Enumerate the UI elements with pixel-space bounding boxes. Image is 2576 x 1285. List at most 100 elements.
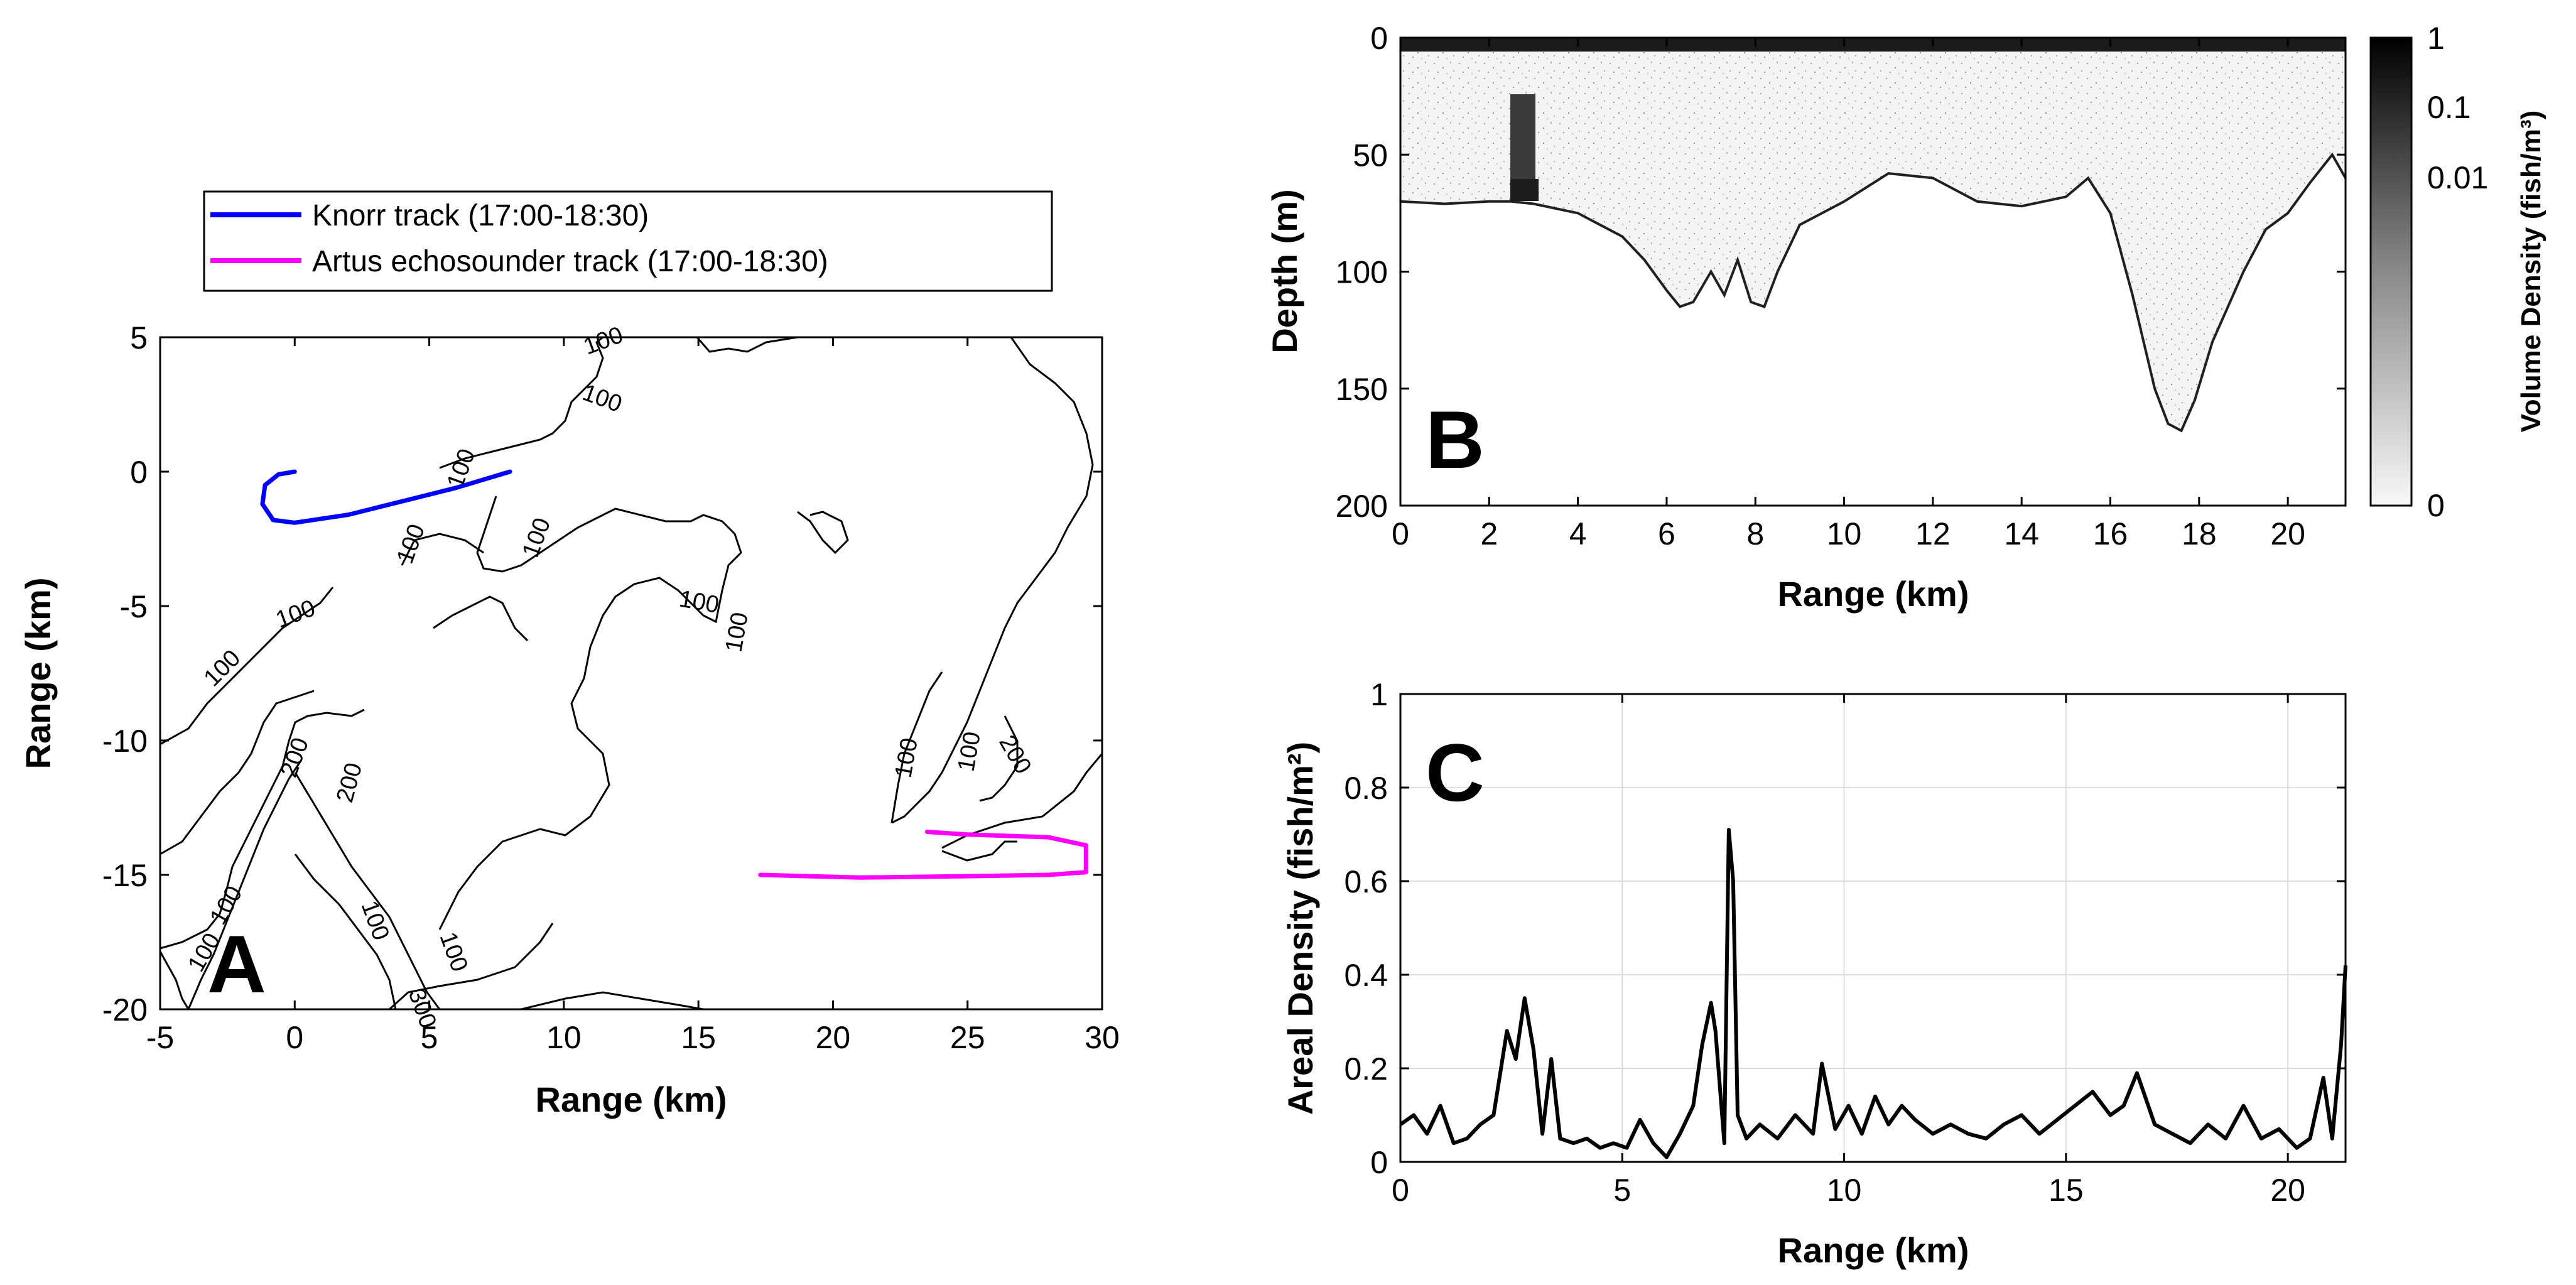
contour-line <box>476 496 742 837</box>
panel-b-fish-school-core <box>1510 179 1539 201</box>
panel-a-x-label: Range (km) <box>536 1080 727 1119</box>
panel-b-x-label: Range (km) <box>1778 574 1969 614</box>
contour-line <box>941 840 1017 862</box>
panel-b-x-tick-label: 2 <box>1480 516 1498 551</box>
panel-c-y-tick-label: 0.8 <box>1344 771 1388 806</box>
panel-c-y-tick-label: 0.4 <box>1344 958 1388 993</box>
contour-line <box>890 671 943 823</box>
panel-a-x-tick-label: -5 <box>146 1020 174 1055</box>
contour-line <box>696 336 798 353</box>
panel-a-legend: Knorr track (17:00-18:30) Artus echosoun… <box>203 190 1053 292</box>
panel-c-x-tick-label: 15 <box>2048 1173 2084 1208</box>
panel-a: 100 100 100 100 100 100 100 100 100 100 … <box>18 190 1120 1119</box>
contour-line <box>438 828 541 930</box>
panel-c-letter: C <box>1426 727 1485 818</box>
panel-c-axes-box <box>1399 693 2347 1163</box>
panel-a-x-tick-label: 15 <box>681 1020 716 1055</box>
panel-b-x-ticks: 0 2 4 6 8 10 12 14 16 18 20 <box>1392 38 2305 551</box>
panel-c-x-tick-label: 5 <box>1613 1173 1631 1208</box>
contour-line <box>979 715 1019 802</box>
contour-line <box>159 951 190 1010</box>
panel-b-x-tick-label: 8 <box>1746 516 1764 551</box>
contour-line <box>439 336 604 469</box>
panel-a-y-tick-label: -15 <box>102 858 148 893</box>
contour-line <box>160 587 334 746</box>
panel-a-x-tick-label: 10 <box>546 1020 582 1055</box>
panel-a-contours <box>159 336 1103 1011</box>
panel-b-surface-band <box>1400 38 2346 52</box>
colorbar-gradient <box>2369 36 2413 507</box>
panel-b-x-tick-label: 14 <box>2004 516 2039 551</box>
contour-line <box>160 708 365 950</box>
panel-a-x-ticks: -5 0 5 10 15 20 25 30 <box>146 337 1120 1055</box>
panel-b-x-tick-label: 10 <box>1827 516 1862 551</box>
panel-c-y-label: Areal Density (fish/m²) <box>1280 742 1320 1115</box>
panel-c-x-label: Range (km) <box>1778 1230 1969 1270</box>
panel-c: 0 5 10 15 20 1 0.8 0.6 0.4 0.2 0 Range (km) Areal… <box>1280 677 2347 1270</box>
legend-label-knorr: Knorr track (17:00-18:30) <box>312 199 649 232</box>
panel-c-x-tick-label: 10 <box>1827 1173 1862 1208</box>
contour-line <box>521 991 704 1011</box>
colorbar-tick: 0 <box>2427 488 2445 523</box>
panel-a-x-tick-label: 30 <box>1085 1020 1120 1055</box>
contour-line <box>388 923 554 1011</box>
panel-b-x-tick-label: 6 <box>1658 516 1675 551</box>
panel-b-y-tick-label: 150 <box>1336 372 1388 407</box>
panel-b-x-tick-label: 18 <box>2182 516 2217 551</box>
panel-a-x-tick-label: 0 <box>286 1020 303 1055</box>
panel-a-plot-area <box>160 337 1102 1009</box>
panel-a-letter: A <box>207 918 266 1010</box>
panel-c-y-ticks: 1 0.8 0.6 0.4 0.2 0 <box>1344 677 2346 1180</box>
panel-b-seafloor-line <box>1400 152 2347 433</box>
panel-a-y-tick-label: -5 <box>120 589 148 624</box>
panel-a-axes-box <box>159 336 1103 1011</box>
contour-line <box>797 511 849 555</box>
panel-b-x-tick-label: 16 <box>2093 516 2128 551</box>
panel-c-y-tick-label: 0 <box>1370 1145 1388 1180</box>
panel-c-x-ticks: 0 5 10 15 20 <box>1392 694 2305 1208</box>
contour-line <box>160 690 315 855</box>
panel-a-x-tick-label: 25 <box>950 1020 985 1055</box>
panel-c-series <box>1399 828 2347 1159</box>
contour-line <box>401 533 484 566</box>
contour-line <box>187 759 303 1010</box>
panel-a-y-ticks: 5 0 -5 -10 -15 -20 <box>102 320 1102 1027</box>
panel-b-letter: B <box>1426 394 1485 485</box>
panel-b: 0 2 4 6 8 10 12 14 16 18 20 0 50 100 150 200 Range (km… <box>1265 21 2546 614</box>
panel-b-y-tick-label: 200 <box>1336 489 1388 524</box>
artus-track-line <box>758 830 1088 880</box>
colorbar-tick: 0.01 <box>2427 160 2488 195</box>
panel-a-x-tick-label: 5 <box>421 1020 438 1055</box>
panel-a-y-label: Range (km) <box>18 578 58 769</box>
contour-line <box>294 854 397 1010</box>
panel-b-y-tick-label: 100 <box>1336 255 1388 290</box>
panel-c-x-tick-label: 0 <box>1392 1173 1409 1208</box>
contour-line <box>433 595 529 642</box>
panel-c-y-tick-label: 0.6 <box>1344 864 1388 899</box>
panel-b-y-ticks: 0 50 100 150 200 <box>1336 21 2346 524</box>
panel-b-x-tick-label: 0 <box>1392 516 1409 551</box>
legend-box <box>203 190 1053 292</box>
contour-line <box>294 772 441 1010</box>
legend-label-artus: Artus echosounder track (17:00-18:30) <box>312 245 828 278</box>
panel-a-y-tick-label: -10 <box>102 724 148 759</box>
panel-c-plot-area <box>1400 694 2346 1162</box>
panel-b-y-tick-label: 0 <box>1370 21 1388 56</box>
panel-a-y-tick-label: 0 <box>130 455 148 490</box>
panel-b-colorbar: 1 0.1 0.01 0 Volume Density (fish/m³) <box>2369 21 2546 523</box>
panel-b-water-column <box>1400 52 2346 431</box>
panel-c-y-tick-label: 0.2 <box>1344 1051 1388 1087</box>
panel-b-x-tick-label: 12 <box>1915 516 1951 551</box>
panel-a-y-tick-label: 5 <box>130 320 148 355</box>
panel-a-x-tick-label: 20 <box>816 1020 851 1055</box>
colorbar-label: Volume Density (fish/m³) <box>2516 111 2546 433</box>
panel-b-y-label: Depth (m) <box>1265 189 1304 353</box>
panel-b-y-tick-label: 50 <box>1353 138 1388 173</box>
panel-a-series <box>260 469 1088 880</box>
panel-b-x-tick-label: 4 <box>1569 516 1587 551</box>
panel-c-y-tick-label: 1 <box>1370 677 1388 712</box>
knorr-track-line <box>260 469 512 525</box>
panel-b-x-tick-label: 20 <box>2270 516 2305 551</box>
panel-a-y-tick-label: -20 <box>102 992 148 1027</box>
